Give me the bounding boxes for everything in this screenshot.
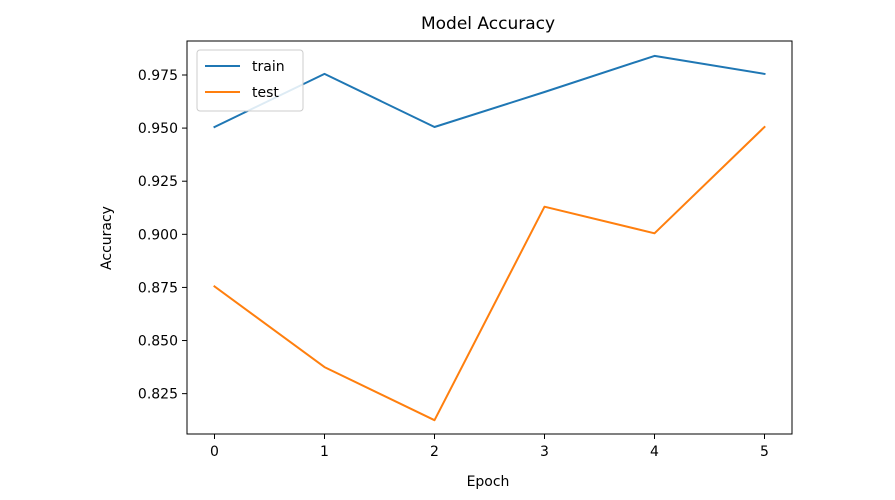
y-tick-label: 0.825 — [138, 387, 178, 403]
x-tick-label: 0 — [210, 444, 219, 460]
y-tick-label: 0.925 — [138, 174, 178, 190]
y-tick-label: 0.875 — [138, 280, 178, 296]
plot-frame — [186, 40, 793, 435]
x-tick-label: 5 — [760, 444, 769, 460]
series-layer — [213, 54, 766, 422]
y-tick-label: 0.900 — [138, 227, 178, 243]
x-tick-label: 2 — [430, 444, 439, 460]
series-line-train — [213, 54, 766, 129]
x-tick-label: 1 — [320, 444, 329, 460]
chart-title: Model Accuracy — [421, 14, 555, 34]
y-tick-label: 0.850 — [138, 334, 178, 350]
x-tick-label: 4 — [650, 444, 659, 460]
series-line-test — [213, 125, 766, 422]
x-axis-title: Epoch — [467, 474, 510, 490]
legend-label-train: train — [252, 59, 285, 75]
legend: train test — [196, 49, 304, 112]
x-axis: 0 1 2 3 4 5 — [210, 434, 769, 460]
y-axis: 0.825 0.850 0.875 0.900 0.925 0.950 0.975 — [138, 68, 187, 403]
legend-label-test: test — [252, 85, 279, 101]
x-tick-label: 3 — [540, 444, 549, 460]
legend-box — [196, 49, 304, 112]
y-tick-label: 0.950 — [138, 121, 178, 137]
y-tick-label: 0.975 — [138, 68, 178, 84]
y-axis-title: Accuracy — [99, 206, 115, 270]
